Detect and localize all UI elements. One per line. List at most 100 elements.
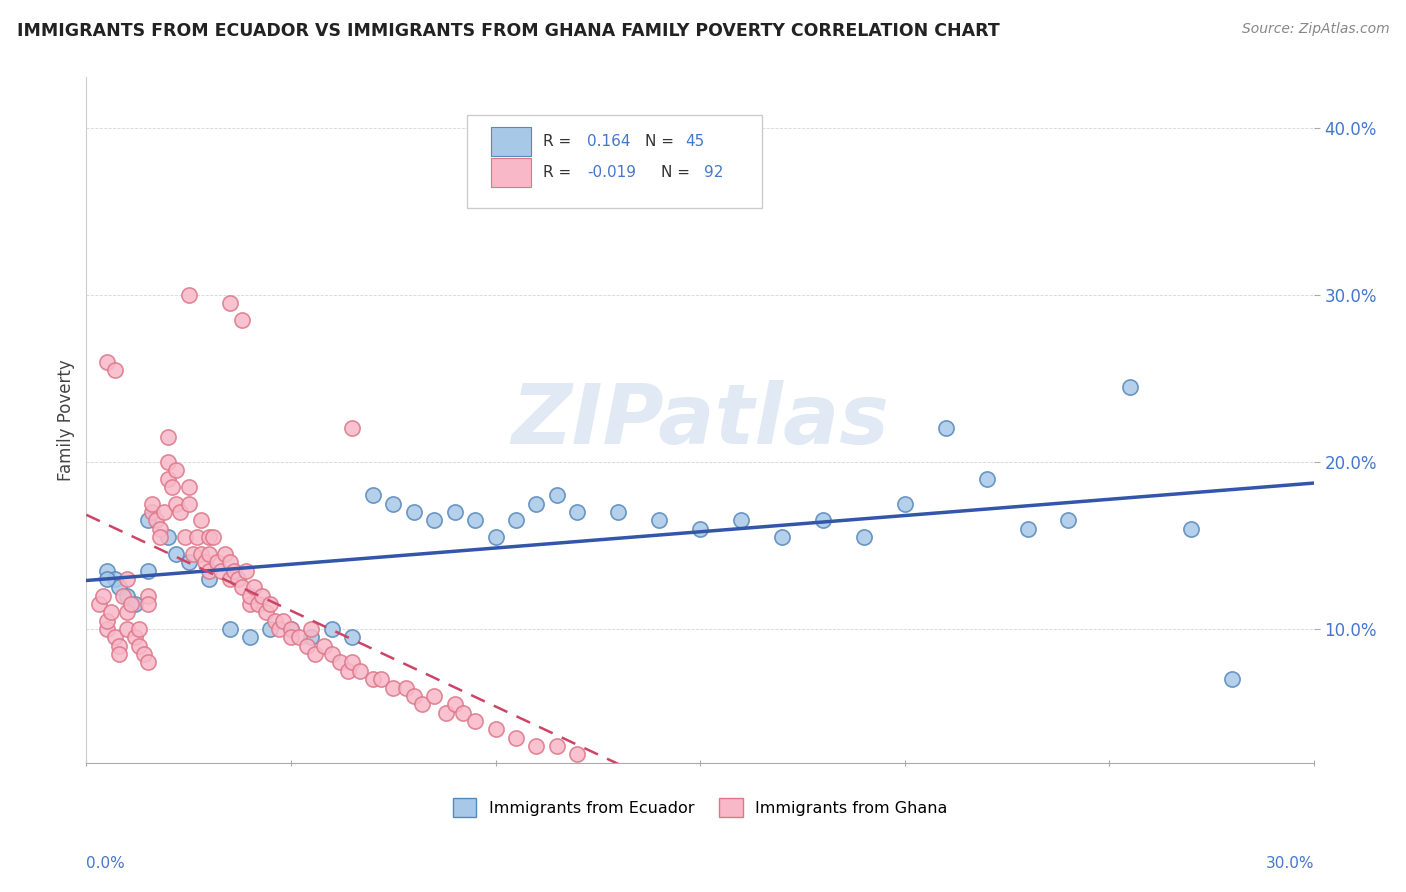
Point	[259, 622, 281, 636]
Point	[976, 472, 998, 486]
Point	[202, 530, 225, 544]
Text: R =: R =	[543, 165, 576, 180]
Point	[259, 597, 281, 611]
Y-axis label: Family Poverty: Family Poverty	[58, 359, 75, 481]
Point	[484, 723, 506, 737]
Point	[730, 513, 752, 527]
Point	[160, 480, 183, 494]
Point	[247, 597, 270, 611]
Point	[1119, 379, 1142, 393]
Point	[321, 622, 343, 636]
Point	[120, 597, 142, 611]
Point	[226, 572, 249, 586]
Legend: Immigrants from Ecuador, Immigrants from Ghana: Immigrants from Ecuador, Immigrants from…	[446, 792, 955, 823]
Point	[124, 597, 146, 611]
Point	[218, 296, 240, 310]
Point	[546, 488, 568, 502]
Text: 30.0%: 30.0%	[1265, 856, 1315, 871]
Point	[1220, 672, 1243, 686]
Point	[96, 572, 118, 586]
Point	[239, 597, 262, 611]
Point	[96, 354, 118, 368]
Point	[280, 622, 302, 636]
Point	[252, 589, 274, 603]
FancyBboxPatch shape	[467, 115, 762, 208]
Point	[243, 580, 266, 594]
Point	[436, 706, 458, 720]
Point	[342, 631, 364, 645]
Point	[91, 589, 114, 603]
Point	[394, 681, 416, 695]
Text: IMMIGRANTS FROM ECUADOR VS IMMIGRANTS FROM GHANA FAMILY POVERTY CORRELATION CHAR: IMMIGRANTS FROM ECUADOR VS IMMIGRANTS FR…	[17, 22, 1000, 40]
Text: -0.019: -0.019	[588, 165, 636, 180]
Point	[423, 689, 446, 703]
Point	[186, 530, 208, 544]
Point	[254, 605, 277, 619]
Point	[190, 513, 212, 527]
Point	[231, 580, 253, 594]
Point	[190, 547, 212, 561]
Point	[132, 647, 155, 661]
Point	[141, 497, 163, 511]
Point	[194, 555, 217, 569]
Text: N =: N =	[661, 165, 695, 180]
Point	[157, 472, 180, 486]
FancyBboxPatch shape	[492, 127, 530, 155]
Point	[214, 547, 236, 561]
Point	[87, 597, 110, 611]
Point	[349, 664, 371, 678]
Point	[157, 530, 180, 544]
Point	[218, 572, 240, 586]
Point	[1017, 522, 1039, 536]
Point	[145, 513, 167, 527]
Point	[464, 513, 486, 527]
Point	[198, 547, 221, 561]
Point	[271, 614, 294, 628]
Point	[411, 698, 433, 712]
Point	[198, 564, 221, 578]
Point	[312, 639, 335, 653]
Point	[136, 597, 159, 611]
Point	[108, 580, 131, 594]
Point	[321, 647, 343, 661]
Point	[770, 530, 793, 544]
Point	[96, 564, 118, 578]
Point	[100, 605, 122, 619]
Point	[231, 313, 253, 327]
Point	[157, 430, 180, 444]
Point	[361, 672, 384, 686]
Point	[128, 622, 150, 636]
Point	[304, 647, 326, 661]
Point	[329, 656, 352, 670]
Point	[124, 631, 146, 645]
Point	[546, 739, 568, 753]
Point	[177, 287, 200, 301]
Point	[108, 639, 131, 653]
Point	[149, 522, 172, 536]
Point	[263, 614, 285, 628]
Point	[209, 564, 232, 578]
Point	[173, 530, 195, 544]
Point	[505, 513, 527, 527]
Point	[402, 689, 425, 703]
Point	[108, 647, 131, 661]
Point	[136, 513, 159, 527]
Point	[235, 564, 257, 578]
Point	[96, 614, 118, 628]
Point	[423, 513, 446, 527]
Point	[297, 639, 319, 653]
FancyBboxPatch shape	[492, 158, 530, 187]
Point	[299, 631, 322, 645]
Point	[299, 622, 322, 636]
Point	[112, 589, 135, 603]
Point	[280, 622, 302, 636]
Point	[451, 706, 474, 720]
Point	[526, 739, 548, 753]
Point	[222, 564, 245, 578]
Point	[505, 731, 527, 745]
Point	[464, 714, 486, 728]
Point	[128, 639, 150, 653]
Point	[136, 656, 159, 670]
Point	[894, 497, 917, 511]
Point	[181, 547, 204, 561]
